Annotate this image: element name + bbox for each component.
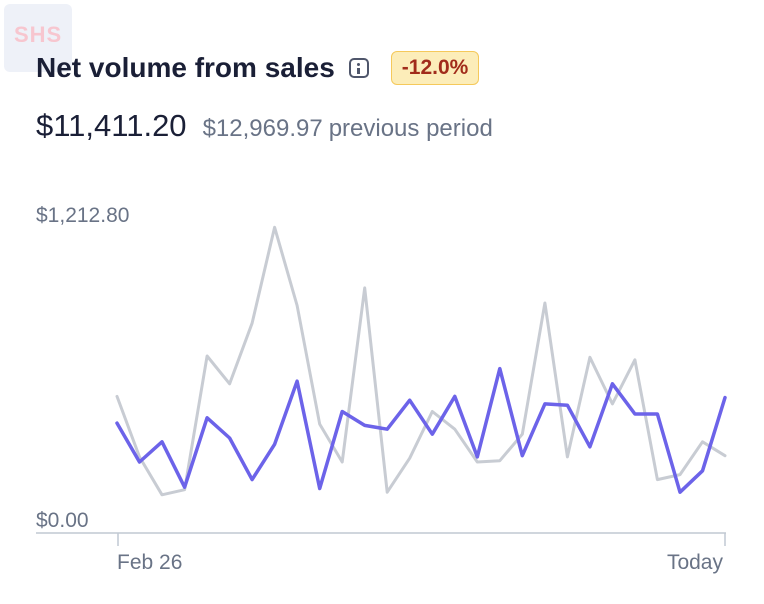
previous-period-line [115, 225, 727, 497]
previous-period-label: previous period [328, 115, 493, 142]
x-tick-start: Feb 26 [117, 551, 182, 574]
current-period-line [115, 366, 727, 494]
widget-title: Net volume from sales [36, 52, 335, 83]
x-tick-end: Today [667, 551, 724, 574]
totals-row: $11,411.20 $12,969.97 previous period [36, 108, 493, 144]
info-icon[interactable] [348, 58, 369, 78]
change-badge: -12.0% [390, 51, 480, 85]
logo-mark: SHS [14, 22, 63, 47]
current-total: $11,411.20 [36, 108, 187, 143]
previous-total: $12,969.97 [202, 115, 323, 142]
y-tick-min: $0.00 [36, 509, 89, 532]
y-tick-max: $1,212.80 [36, 204, 129, 227]
brand-logo: SHS [4, 4, 72, 72]
widget-header: Net volume from sales -12.0% [36, 50, 480, 86]
series-layer [115, 225, 727, 497]
previous-total-text: $12,969.97 previous period [203, 115, 493, 143]
